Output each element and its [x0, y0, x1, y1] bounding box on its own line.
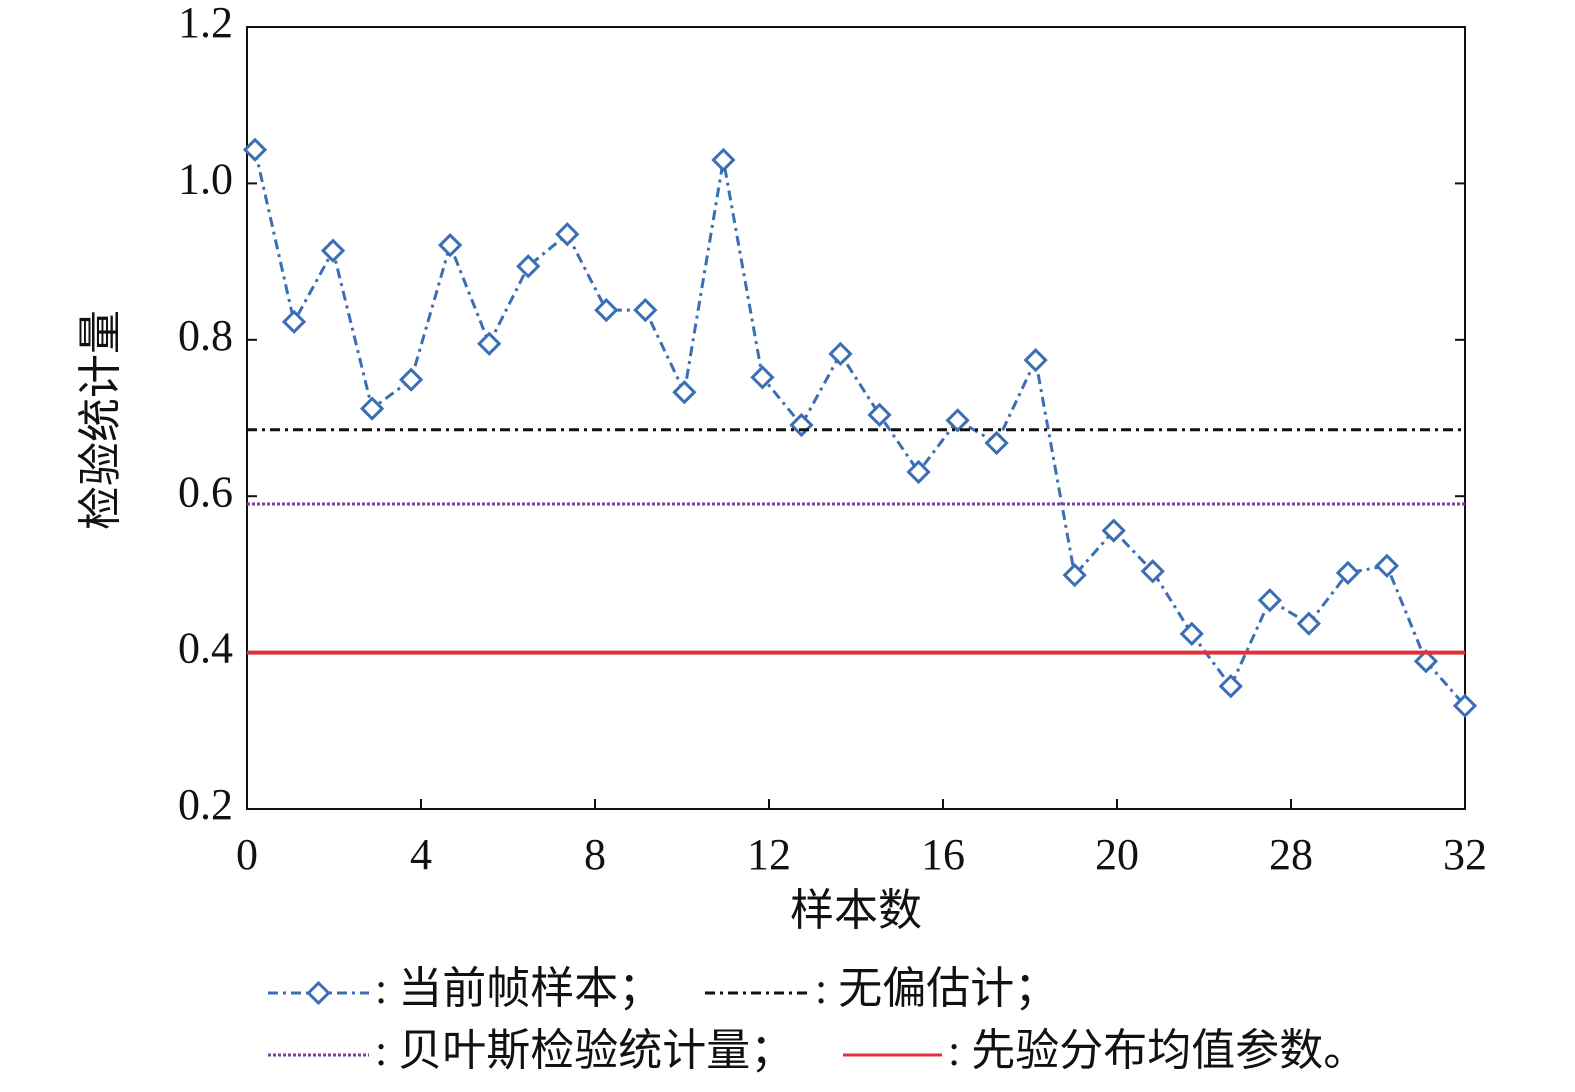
y-tick-label: 1.0 — [178, 154, 233, 203]
y-tick-label: 0.8 — [178, 311, 233, 360]
data-marker — [399, 367, 424, 392]
data-marker — [320, 238, 346, 263]
data-marker — [359, 396, 385, 421]
data-marker — [1023, 348, 1048, 373]
data-marker — [1101, 518, 1126, 543]
x-axis-label: 样本数 — [790, 886, 922, 935]
x-tick-label: 0 — [236, 830, 258, 879]
x-tick-label: 12 — [747, 830, 791, 879]
data-marker — [750, 365, 775, 390]
data-marker — [1257, 588, 1282, 613]
data-marker — [1413, 649, 1439, 674]
x-tick-label: 4 — [410, 830, 432, 879]
y-tick-label: 1.2 — [178, 0, 233, 47]
x-tick-label: 16 — [921, 830, 965, 879]
legend-label: : 贝叶斯检验统计量； — [375, 1026, 794, 1075]
data-marker — [711, 147, 736, 173]
data-marker — [828, 341, 853, 366]
legend-label: : 当前帧样本； — [375, 964, 662, 1013]
data-marker — [906, 459, 931, 485]
y-tick-label: 0.6 — [178, 467, 233, 516]
data-marker — [1140, 559, 1165, 584]
data-marker — [555, 222, 580, 247]
x-tick-label: 32 — [1443, 830, 1487, 879]
data-marker — [438, 233, 463, 258]
data-marker — [516, 254, 541, 279]
y-axis-label: 检验统计量 — [76, 310, 125, 530]
x-tick-label: 8 — [584, 830, 606, 879]
data-line — [253, 149, 1467, 707]
data-marker — [984, 430, 1009, 456]
data-marker — [1296, 611, 1321, 636]
x-tick-label: 20 — [1095, 830, 1139, 879]
data-marker — [1335, 560, 1361, 585]
data-marker — [594, 297, 619, 323]
data-marker — [1374, 553, 1400, 578]
data-marker — [789, 412, 814, 438]
plot-frame — [246, 26, 1466, 810]
data-marker — [281, 309, 307, 334]
data-marker — [1179, 621, 1204, 646]
data-marker — [1218, 674, 1243, 699]
data-marker — [1062, 563, 1087, 588]
data-marker — [477, 331, 502, 356]
legend-marker — [306, 980, 331, 1006]
data-marker — [867, 402, 892, 427]
data-marker — [1452, 693, 1478, 718]
x-tick-label: 28 — [1269, 830, 1313, 879]
legend-label: : 无偏估计； — [815, 964, 1058, 1013]
data-marker — [242, 137, 268, 162]
y-tick-label: 0.2 — [178, 780, 233, 829]
data-marker — [672, 380, 697, 405]
data-marker — [945, 408, 970, 433]
y-tick-label: 0.4 — [178, 624, 233, 673]
legend-label: : 先验分布均值参数。 — [948, 1026, 1367, 1075]
data-marker — [633, 297, 658, 323]
